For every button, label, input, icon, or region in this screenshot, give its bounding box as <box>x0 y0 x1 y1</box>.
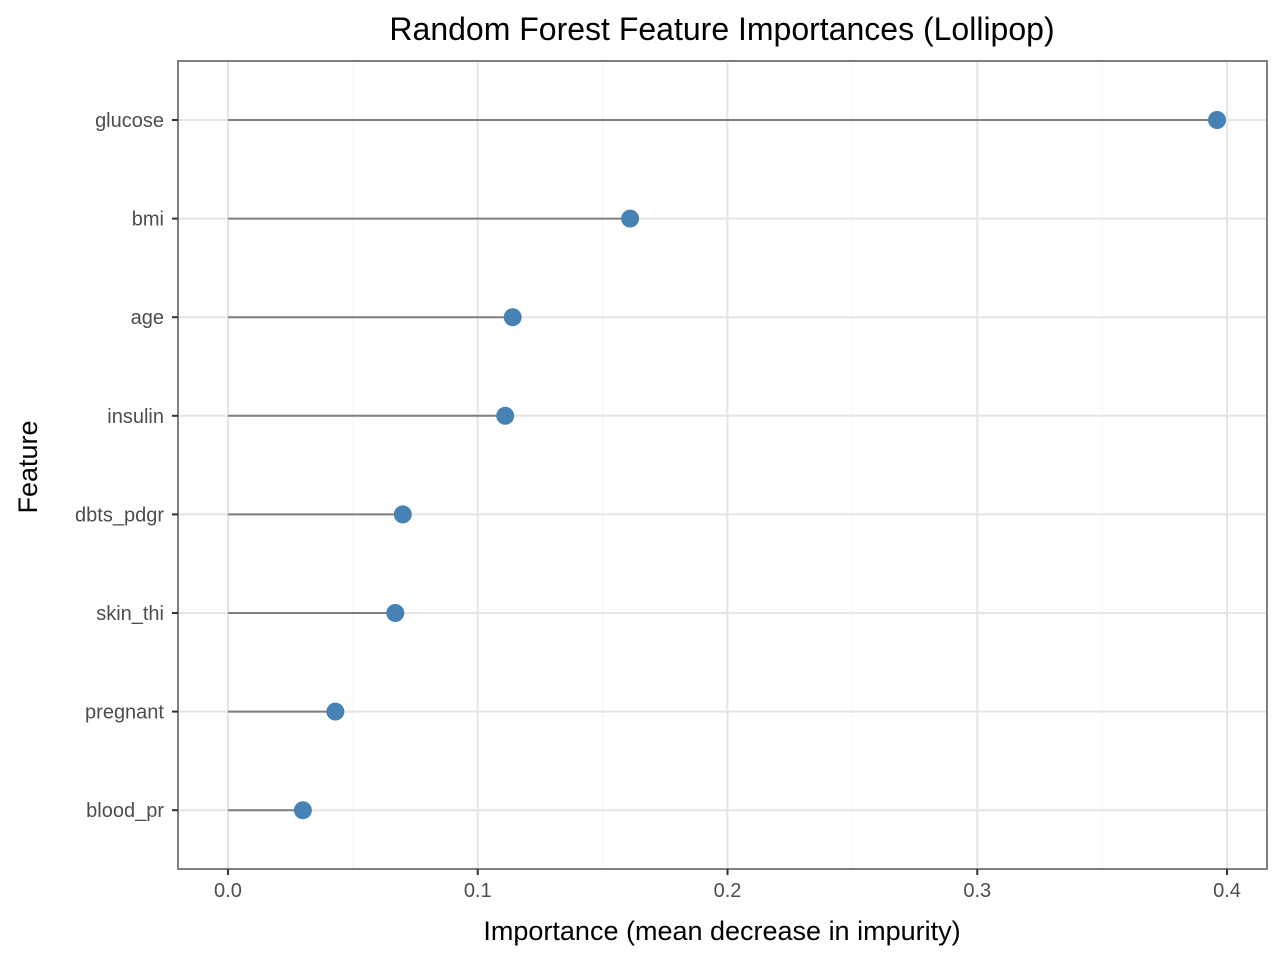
lollipop-point <box>326 702 345 721</box>
y-tick-label: age <box>131 307 164 329</box>
x-tick-label: 0.3 <box>963 880 991 902</box>
y-axis-title: Feature <box>13 420 43 513</box>
point-layer <box>293 111 1227 820</box>
x-tick-label: 0.0 <box>214 880 242 902</box>
y-tick-label: dbts_pdgr <box>75 504 164 526</box>
y-tick-label: bmi <box>132 209 164 231</box>
lollipop-point <box>1208 111 1227 129</box>
lollipop-point <box>621 209 640 228</box>
grid-layer <box>178 61 1267 869</box>
y-tick-label: blood_pr <box>86 800 164 822</box>
x-tick-label: 0.4 <box>1213 880 1241 902</box>
y-tick-label: glucose <box>95 110 164 132</box>
x-tick-label: 0.2 <box>714 880 742 902</box>
lollipop-point <box>386 604 405 622</box>
lollipop-point <box>393 505 412 524</box>
y-tick-label: skin_thi <box>96 603 164 625</box>
chart-title: Random Forest Feature Importances (Lolli… <box>389 11 1054 47</box>
x-tick-label: 0.1 <box>464 880 492 902</box>
panel-border <box>177 60 1268 870</box>
stem-layer <box>227 119 1218 812</box>
lollipop-point <box>293 801 312 820</box>
x-axis-title: Importance (mean decrease in impurity) <box>483 916 960 946</box>
axis-layer: 0.0 0.1 0.2 0.3 0.4 glucose bmi age insulin dbts_… <box>75 110 1241 902</box>
y-tick-label: insulin <box>107 406 164 428</box>
lollipop-point <box>503 308 522 327</box>
y-tick-label: pregnant <box>85 702 164 724</box>
lollipop-point <box>496 406 515 425</box>
